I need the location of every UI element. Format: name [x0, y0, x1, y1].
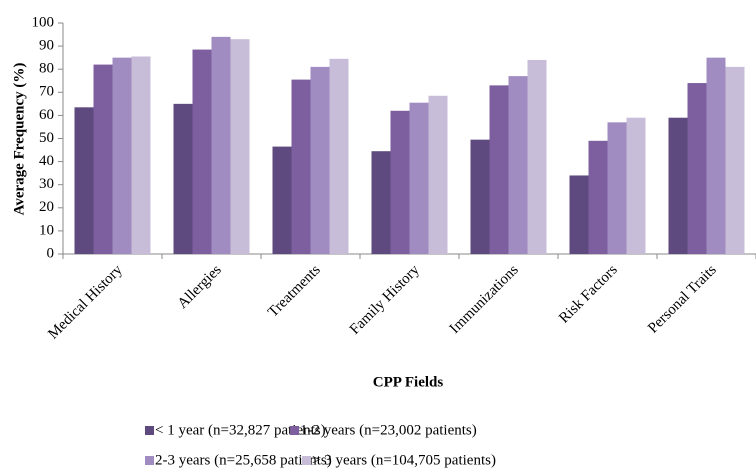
x-tick-label: Immunizations — [447, 262, 522, 337]
bar — [409, 102, 429, 254]
bar — [192, 49, 212, 254]
y-tick-label: 30 — [39, 176, 54, 192]
y-tick-label: 70 — [39, 84, 54, 100]
bar — [508, 76, 528, 254]
x-tick-label: Risk Factors — [556, 262, 621, 327]
bar — [706, 57, 726, 255]
bar — [470, 139, 490, 254]
x-tick-label: Medical History — [45, 262, 126, 343]
y-tick-label: 0 — [47, 245, 55, 261]
x-tick-label: Personal Traits — [645, 262, 720, 337]
bar — [569, 175, 589, 254]
x-axis-title: CPP Fields — [373, 374, 444, 390]
bar — [329, 58, 349, 255]
legend-swatch — [302, 456, 311, 465]
legend-swatch — [145, 456, 154, 465]
legend-label: < 1 year (n=32,827 patients) — [155, 422, 326, 438]
bar — [230, 39, 250, 254]
y-axis-title: Average Frequency (%) — [11, 63, 27, 216]
y-tick-label: 10 — [39, 222, 54, 238]
bar — [626, 117, 646, 255]
legend-label: > 3 years (n=104,705 patients) — [312, 452, 496, 468]
bar — [272, 146, 292, 254]
y-tick-label: 60 — [39, 107, 54, 123]
bar — [291, 79, 311, 254]
legend-swatch — [145, 426, 154, 435]
bar — [390, 110, 410, 254]
bar — [74, 107, 94, 254]
x-tick-label: Allergies — [175, 262, 225, 312]
bar — [173, 103, 193, 254]
x-tick-label: Family History — [347, 262, 423, 338]
bar — [687, 83, 707, 254]
bar — [489, 85, 509, 255]
bar — [527, 59, 547, 255]
y-tick-label: 50 — [39, 130, 54, 146]
bar — [428, 95, 448, 254]
bar — [310, 66, 330, 254]
y-tick-label: 40 — [39, 153, 54, 169]
bar — [211, 36, 231, 254]
bar — [93, 64, 113, 254]
y-tick-label: 20 — [39, 199, 54, 215]
y-tick-label: 90 — [39, 38, 54, 54]
bar — [588, 140, 608, 254]
y-tick-label: 80 — [39, 61, 54, 77]
bar — [112, 57, 132, 255]
bar — [668, 117, 688, 255]
legend-label: 1-2 years (n=23,002 patients) — [300, 422, 477, 438]
legend-swatch — [290, 426, 299, 435]
bar — [131, 56, 151, 255]
legend-label: 2-3 years (n=25,658 patients) — [155, 452, 332, 468]
bar — [725, 66, 745, 254]
bar — [371, 151, 391, 254]
x-tick-label: Treatments — [265, 262, 324, 321]
bar — [607, 122, 627, 254]
y-tick-label: 100 — [32, 14, 55, 30]
